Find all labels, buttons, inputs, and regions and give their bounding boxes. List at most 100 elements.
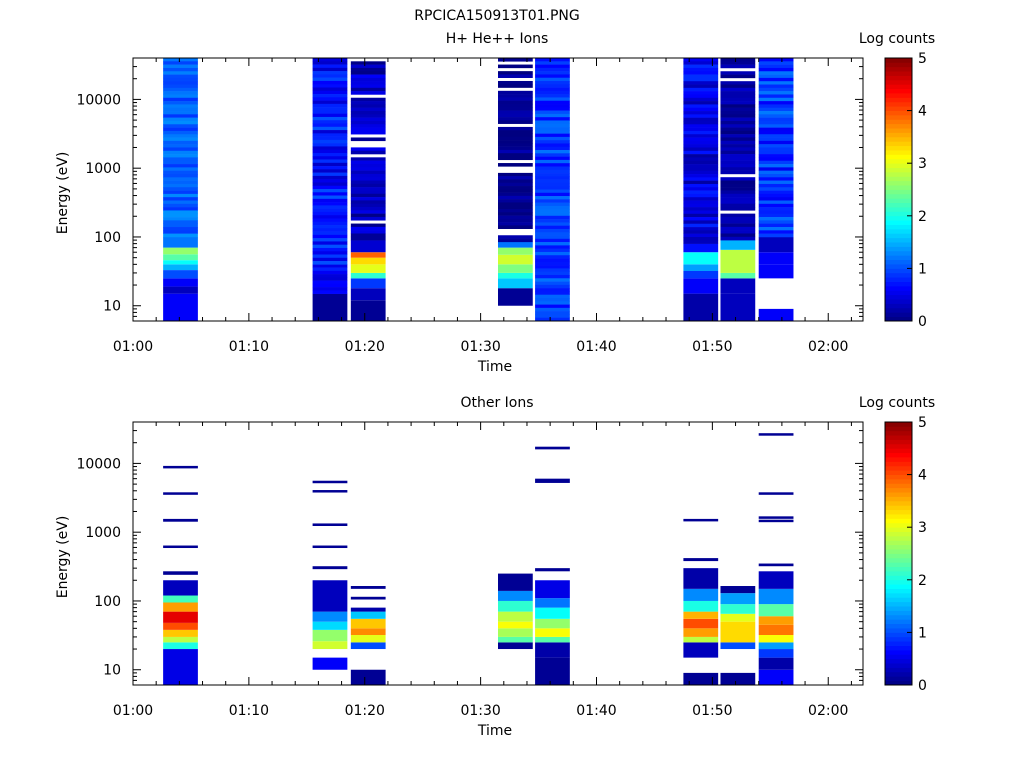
- heatmap-cell: [312, 143, 348, 147]
- heatmap-cell: [758, 140, 794, 145]
- figure-title: RPCICA150913T01.PNG: [414, 8, 579, 24]
- heatmap-cell: [312, 126, 348, 131]
- heatmap-cell: [683, 84, 719, 89]
- heatmap-cell: [350, 210, 386, 214]
- heatmap-cell: [720, 160, 756, 165]
- heatmap-cell: [535, 61, 570, 65]
- heatmap-cell: [498, 621, 533, 629]
- heatmap-cell: [758, 114, 794, 118]
- colorbar-swatch: [885, 461, 912, 467]
- heatmap-cell: [312, 198, 348, 203]
- heatmap-cell: [498, 126, 533, 131]
- colorbar-swatch: [885, 422, 912, 427]
- heatmap-cell: [535, 140, 570, 144]
- heatmap-cell: [758, 101, 794, 105]
- heatmap-cell: [163, 213, 198, 218]
- heatmap-cell: [683, 137, 719, 142]
- heatmap-cell: [683, 213, 719, 218]
- heatmap-cell: [312, 130, 348, 134]
- colorbar-swatch: [885, 610, 912, 616]
- heatmap-cell: [683, 588, 719, 601]
- heatmap-cell: [350, 160, 386, 165]
- heatmap-cell: [720, 183, 756, 188]
- heatmap-cell: [312, 211, 348, 216]
- heatmap-cell: [720, 240, 756, 250]
- heatmap-cell: [163, 217, 198, 221]
- heatmap-cell: [758, 624, 794, 635]
- x-tick-label: 01:20: [345, 339, 385, 355]
- heatmap-cell: [720, 154, 756, 158]
- heatmap-cell: [720, 71, 756, 75]
- heatmap-cell: [535, 120, 570, 125]
- colorbar-swatch: [885, 176, 912, 182]
- heatmap-cell: [758, 563, 794, 567]
- heatmap-cell: [758, 264, 794, 279]
- x-tick-label: 01:20: [345, 703, 385, 719]
- heatmap-cell: [498, 225, 533, 229]
- colorbar-swatch: [885, 71, 912, 76]
- heatmap-cell: [350, 226, 386, 231]
- heatmap-cell: [683, 167, 719, 171]
- colorbar-swatch: [885, 623, 912, 629]
- heatmap-cell: [350, 157, 386, 161]
- heatmap-cell: [312, 202, 348, 206]
- heatmap-cell: [350, 618, 386, 629]
- heatmap-cell: [312, 74, 348, 78]
- heatmap-cell: [720, 187, 756, 191]
- heatmap-cell: [683, 107, 719, 112]
- colorbar-swatch: [885, 79, 912, 85]
- heatmap-cell: [683, 130, 719, 135]
- heatmap-cell: [498, 97, 533, 101]
- heatmap-cell: [312, 156, 348, 160]
- heatmap-cell: [163, 227, 198, 231]
- colorbar-swatch: [885, 571, 912, 576]
- heatmap-cell: [683, 203, 719, 208]
- colorbar-tick-label: 1: [918, 625, 927, 641]
- heatmap-cell: [758, 71, 794, 75]
- heatmap-cell: [163, 230, 198, 234]
- heatmap-cell: [312, 267, 348, 272]
- colorbar-swatch: [885, 163, 912, 168]
- colorbar-swatch: [885, 496, 912, 502]
- heatmap-cell: [312, 580, 348, 612]
- heatmap-cell: [312, 611, 348, 622]
- heatmap-cell: [163, 94, 198, 99]
- heatmap-cell: [163, 140, 198, 145]
- heatmap-cell: [720, 223, 756, 228]
- heatmap-cell: [350, 104, 386, 108]
- heatmap-cell: [720, 81, 756, 85]
- colorbar-swatch: [885, 676, 912, 682]
- heatmap-cell: [720, 197, 756, 201]
- colorbar: Log counts 0 1 2 3 4 5: [859, 395, 935, 694]
- heatmap-cell: [350, 216, 386, 221]
- heatmap-cell: [535, 284, 570, 289]
- colorbar-swatch: [885, 141, 912, 147]
- colorbar-swatch: [885, 487, 912, 493]
- heatmap-cell: [720, 167, 756, 171]
- heatmap-cell: [535, 248, 570, 253]
- heatmap-cell: [758, 81, 794, 85]
- colorbar-swatch: [885, 299, 912, 304]
- heatmap-cell: [720, 163, 756, 168]
- heatmap-cell: [758, 433, 794, 436]
- heatmap-cell: [720, 140, 756, 145]
- heatmap-cell: [683, 170, 719, 175]
- heatmap-cell: [163, 193, 198, 198]
- heatmap-cell: [758, 203, 794, 208]
- x-tick-label: 01:40: [576, 703, 616, 719]
- heatmap-cell: [498, 113, 533, 118]
- colorbar-swatch: [885, 671, 912, 677]
- heatmap-cell: [758, 160, 794, 165]
- heatmap-cell: [683, 197, 719, 201]
- y-tick-label: 100: [94, 230, 121, 246]
- heatmap-cell: [498, 288, 533, 306]
- heatmap-cell: [535, 288, 570, 292]
- colorbar-swatch: [885, 579, 912, 585]
- heatmap-cell: [683, 558, 719, 562]
- heatmap-cell: [163, 164, 198, 168]
- heatmap-cell: [312, 629, 348, 642]
- heatmap-cell: [163, 595, 198, 603]
- heatmap-cell: [758, 183, 794, 188]
- plot-frame: [132, 421, 864, 686]
- heatmap-cell: [535, 568, 570, 572]
